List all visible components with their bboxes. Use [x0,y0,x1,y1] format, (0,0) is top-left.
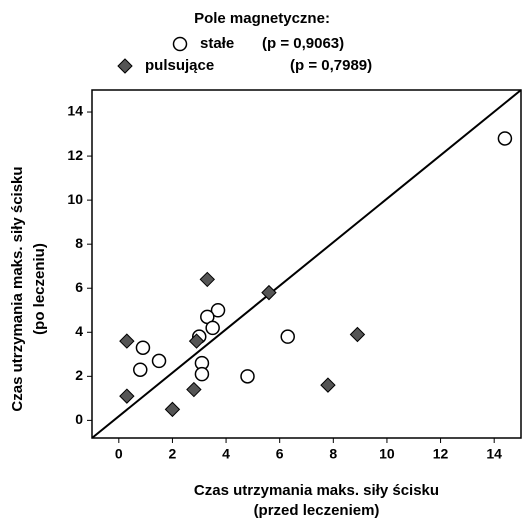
legend-stat: (p = 0,9063) [262,35,344,52]
point [186,381,202,398]
point [497,131,513,146]
x-tick-label: 2 [169,446,177,462]
legend-label: pulsujące [145,57,214,74]
point [151,353,167,369]
point [199,271,216,288]
legend-marker [117,58,133,74]
x-tick-label: 0 [115,446,123,462]
y-tick-label: 12 [67,147,83,163]
x-tick-label: 4 [222,446,230,462]
point [119,333,135,349]
point [135,340,151,355]
point [280,329,295,344]
point [261,284,277,301]
y-tick-label: 10 [67,191,83,207]
point [133,362,148,377]
legend-title: Pole magnetyczne: [194,10,330,27]
y-axis-label: Czas utrzymania maks. siły ścisku [9,166,26,411]
legend-marker [172,36,188,52]
x-tick-label: 8 [329,446,337,462]
x-axis-label: Czas utrzymania maks. siły ścisku [194,482,439,499]
x-tick-label: 12 [433,446,449,462]
legend-stat: (p = 0,7989) [290,57,372,74]
y-tick-label: 14 [67,103,83,119]
point [349,326,366,343]
point [320,377,336,393]
point [210,303,226,318]
y-tick-label: 0 [75,411,83,427]
y-tick-label: 6 [75,279,83,295]
y-axis-label: (po leczeniu) [31,243,48,335]
x-axis-label: (przed leczeniem) [254,502,380,519]
point [194,366,210,382]
point [205,320,220,336]
x-tick-label: 6 [276,446,284,462]
point [188,333,205,349]
y-tick-label: 2 [75,367,83,383]
reference-line [91,89,522,439]
point [164,401,181,418]
plot-area [91,89,522,439]
x-tick-label: 10 [379,446,395,462]
point [119,388,135,404]
legend-label: stałe [200,35,234,52]
y-tick-label: 8 [75,235,83,251]
x-tick-label: 14 [486,446,502,462]
y-tick-label: 4 [75,323,83,339]
point [240,369,255,384]
